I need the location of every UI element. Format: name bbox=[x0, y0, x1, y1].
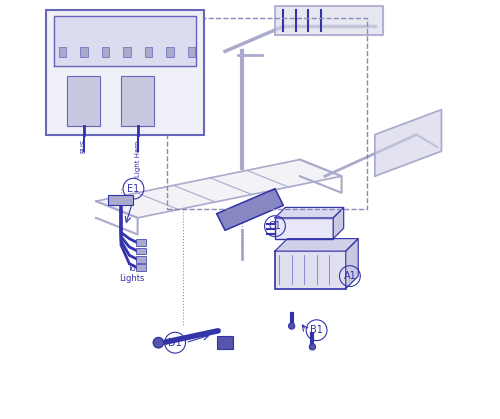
Polygon shape bbox=[275, 5, 383, 35]
Polygon shape bbox=[333, 207, 344, 239]
Text: BUS: BUS bbox=[80, 139, 86, 153]
Bar bbox=[102, 47, 109, 57]
FancyBboxPatch shape bbox=[275, 218, 333, 239]
Bar bbox=[123, 47, 130, 57]
Text: To
Lights: To Lights bbox=[118, 264, 144, 283]
Bar bbox=[166, 47, 173, 57]
Polygon shape bbox=[275, 239, 358, 251]
Bar bbox=[216, 336, 234, 349]
Ellipse shape bbox=[288, 323, 294, 329]
Bar bbox=[80, 47, 88, 57]
Bar bbox=[144, 47, 152, 57]
FancyArrowPatch shape bbox=[166, 331, 218, 342]
Bar bbox=[67, 76, 100, 126]
Polygon shape bbox=[375, 110, 442, 176]
Ellipse shape bbox=[310, 344, 316, 350]
Polygon shape bbox=[96, 160, 342, 218]
Polygon shape bbox=[54, 16, 196, 66]
Bar bbox=[121, 76, 154, 126]
Text: Light Harn.: Light Harn. bbox=[134, 139, 140, 178]
Text: B1: B1 bbox=[310, 325, 323, 335]
Polygon shape bbox=[275, 207, 344, 218]
Bar bbox=[136, 264, 146, 271]
Bar bbox=[46, 10, 204, 134]
Text: E1: E1 bbox=[128, 184, 140, 194]
Polygon shape bbox=[346, 239, 358, 289]
Bar bbox=[58, 47, 66, 57]
Bar bbox=[167, 18, 366, 210]
Text: A1: A1 bbox=[344, 271, 356, 281]
Text: D1: D1 bbox=[168, 338, 182, 348]
Ellipse shape bbox=[153, 337, 164, 348]
FancyBboxPatch shape bbox=[275, 251, 345, 289]
Polygon shape bbox=[216, 189, 284, 230]
Text: C1: C1 bbox=[268, 221, 281, 231]
Bar bbox=[136, 240, 146, 246]
Bar bbox=[136, 256, 146, 263]
Bar bbox=[136, 248, 146, 254]
Bar bbox=[108, 195, 134, 205]
Bar bbox=[188, 47, 195, 57]
